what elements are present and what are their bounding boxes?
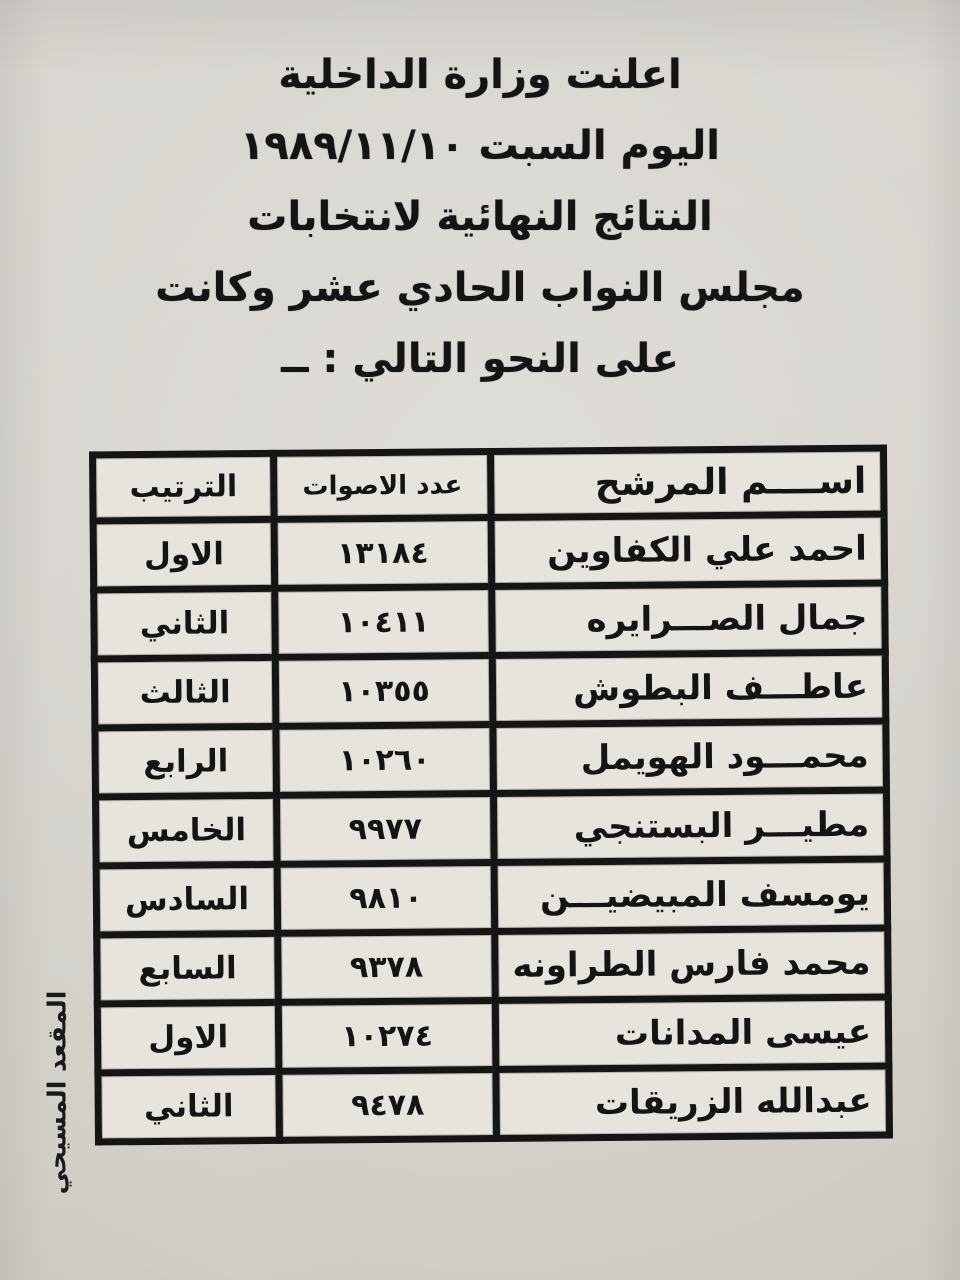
votes-count: ٩٩٧٧ [276, 793, 495, 865]
margin-note-christian-seat: المقعد المسيحي [42, 990, 72, 1195]
rank: السادس [96, 864, 278, 935]
votes-count: ٩٤٧٨ [279, 1069, 497, 1141]
votes-count: ٩٨١٠ [277, 862, 495, 934]
candidate-name: يومسف المبيضيـــن [494, 859, 888, 932]
candidate-name: عبدالله الزريقات [495, 1066, 890, 1139]
header-line-5: على النحو التالي : ــ [281, 336, 679, 382]
table-header-row: اســــم المرشح عدد الاصوات الترتيب [92, 448, 885, 521]
candidate-name: محمد فارس الطراونه [494, 928, 889, 1001]
candidate-name: عيسى المدانات [495, 997, 889, 1070]
table-row: عبدالله الزريقات ٩٤٧٨ الثاني [97, 1066, 890, 1142]
header-candidate-name: اســــم المرشح [490, 448, 885, 518]
header-votes-count: عدد الاصوات [273, 451, 492, 520]
rank: الخامس [95, 795, 278, 866]
votes-count: ١٠٤١١ [274, 586, 493, 658]
header-line-4: مجلس النواب الحادي عشر وكانت [155, 265, 805, 311]
rank: الثالث [94, 657, 277, 728]
header-line-2: اليوم السبت ١٩٨٩/١١/١٠ [240, 123, 720, 169]
table-row: مطيـــر البستنجي ٩٩٧٧ الخامس [95, 790, 888, 866]
header-line-3: النتائج النهائية لانتخابات [247, 194, 713, 240]
rank: السابع [96, 933, 279, 1004]
candidate-name: مطيـــر البستنجي [493, 790, 888, 863]
table-row: احمد علي الكفاوين ١٣١٨٤ الاول [93, 514, 885, 590]
candidate-name: محمـــود الهويمل [492, 721, 887, 794]
candidate-name: جمال الصـــرايره [491, 583, 886, 656]
rank: الرابع [94, 726, 277, 797]
rank: الاول [93, 519, 275, 590]
announcement-header: اعلنت وزارة الداخلية اليوم السبت ١٩٨٩/١١… [80, 40, 880, 395]
votes-count: ٩٣٧٨ [277, 931, 496, 1003]
header-line-1: اعلنت وزارة الداخلية [278, 52, 682, 98]
table-row: عاطـــف البطوش ١٠٣٥٥ الثالث [94, 652, 886, 728]
table-row: محمد فارس الطراونه ٩٣٧٨ السابع [96, 928, 889, 1004]
table-row: يومسف المبيضيـــن ٩٨١٠ السادس [96, 859, 888, 935]
table-row: عيسى المدانات ١٠٢٧٤ الاول [97, 997, 889, 1073]
candidate-name: عاطـــف البطوش [492, 652, 886, 725]
votes-count: ١٠٣٥٥ [275, 655, 493, 727]
votes-count: ١٣١٨٤ [274, 517, 492, 589]
rank: الاول [97, 1002, 280, 1073]
candidate-name: احمد علي الكفاوين [491, 514, 885, 587]
results-table: اســــم المرشح عدد الاصوات الترتيب احمد … [88, 444, 894, 1146]
votes-count: ١٠٢٦٠ [276, 724, 494, 796]
table-row: جمال الصـــرايره ١٠٤١١ الثاني [93, 583, 886, 659]
votes-count: ١٠٢٧٤ [278, 1000, 496, 1072]
table-row: محمـــود الهويمل ١٠٢٦٠ الرابع [94, 721, 887, 797]
rank: الثاني [97, 1071, 280, 1142]
rank: الثاني [93, 588, 276, 659]
header-rank: الترتيب [92, 453, 275, 521]
results-table-wrap: اســــم المرشح عدد الاصوات الترتيب احمد … [88, 444, 894, 1146]
